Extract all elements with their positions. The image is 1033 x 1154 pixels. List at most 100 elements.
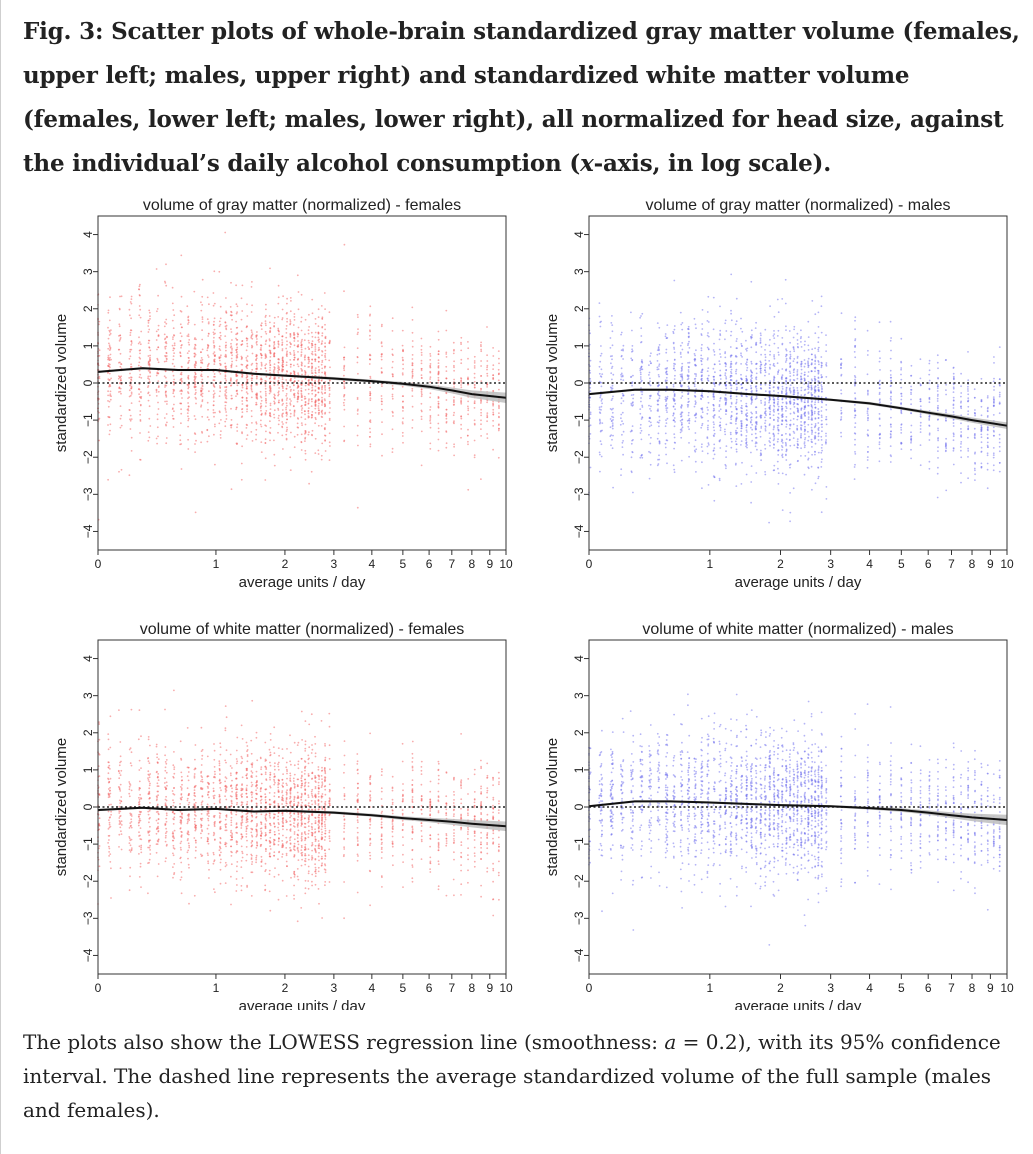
data-point	[740, 343, 743, 345]
data-point	[186, 383, 189, 386]
data-point	[300, 342, 303, 344]
data-point	[680, 421, 683, 424]
data-point	[164, 341, 167, 344]
data-point	[840, 412, 843, 415]
data-point	[411, 345, 414, 348]
data-point	[300, 441, 303, 443]
data-point	[308, 341, 310, 344]
data-point	[343, 382, 345, 385]
data-point	[687, 351, 689, 353]
data-point	[960, 392, 963, 394]
data-point	[718, 338, 721, 341]
data-point	[854, 328, 856, 331]
data-point	[808, 435, 810, 438]
data-point	[706, 320, 709, 322]
data-point	[119, 365, 122, 368]
data-point	[165, 355, 168, 357]
data-point	[759, 435, 762, 438]
data-point	[713, 429, 716, 432]
data-point	[328, 342, 331, 345]
data-point	[119, 426, 122, 429]
data-point	[740, 424, 743, 427]
data-point	[218, 357, 221, 359]
data-point	[889, 374, 892, 376]
data-point	[693, 353, 696, 355]
data-point	[165, 437, 168, 439]
data-point	[180, 346, 182, 349]
data-point	[673, 447, 675, 450]
data-point	[665, 407, 668, 409]
data-point	[108, 384, 111, 387]
data-point	[797, 415, 799, 418]
data-point	[187, 378, 190, 380]
data-point	[120, 468, 123, 471]
data-point	[246, 315, 249, 317]
data-point	[498, 372, 500, 375]
data-point	[793, 406, 796, 408]
data-point	[265, 394, 267, 397]
data-point	[649, 421, 652, 424]
data-point	[701, 411, 704, 414]
data-point	[307, 400, 310, 402]
data-point	[910, 448, 912, 451]
data-point	[793, 328, 795, 331]
data-point	[320, 343, 323, 345]
data-point	[460, 417, 463, 420]
data-point	[277, 394, 279, 397]
data-point	[241, 396, 244, 399]
data-point	[286, 355, 288, 358]
data-point	[453, 366, 455, 369]
data-point	[810, 426, 813, 429]
data-point	[993, 389, 995, 391]
data-point	[235, 406, 238, 409]
data-point	[213, 328, 216, 331]
data-point	[789, 408, 792, 410]
data-point	[311, 382, 314, 385]
data-point	[631, 350, 634, 352]
data-point	[664, 335, 667, 338]
data-point	[713, 354, 716, 356]
data-point	[129, 394, 132, 397]
data-point	[665, 351, 668, 354]
data-point	[807, 385, 809, 388]
data-point	[854, 451, 856, 453]
data-point	[273, 341, 276, 343]
data-point	[318, 338, 320, 341]
data-point	[120, 414, 123, 417]
data-point	[311, 392, 314, 395]
data-point	[225, 312, 228, 314]
data-point	[598, 380, 601, 383]
figure-caption: Fig. 3: Scatter plots of whole-brain sta…	[23, 10, 1033, 186]
data-point	[208, 435, 210, 438]
data-point	[998, 433, 1001, 436]
data-point	[952, 439, 955, 442]
data-point	[600, 405, 603, 408]
data-point	[328, 402, 331, 405]
data-point	[688, 455, 690, 458]
data-point	[129, 419, 132, 422]
data-point	[245, 366, 248, 368]
data-point	[486, 420, 488, 423]
data-point	[807, 423, 810, 426]
data-point	[945, 389, 947, 391]
data-point	[735, 382, 737, 384]
data-point	[301, 424, 303, 426]
data-point	[311, 411, 314, 413]
data-point	[992, 447, 995, 449]
data-point	[321, 371, 323, 374]
data-point	[936, 390, 939, 392]
data-point	[314, 367, 317, 369]
data-point	[763, 404, 766, 406]
data-point	[750, 387, 753, 389]
data-point	[149, 318, 151, 320]
data-point	[687, 405, 689, 408]
data-point	[265, 340, 267, 343]
data-point	[718, 405, 721, 408]
data-point	[310, 370, 313, 372]
data-point	[919, 413, 922, 416]
data-point	[666, 324, 669, 326]
data-point	[230, 397, 233, 400]
data-point	[251, 390, 254, 393]
data-point	[453, 401, 455, 404]
data-point	[381, 385, 383, 387]
